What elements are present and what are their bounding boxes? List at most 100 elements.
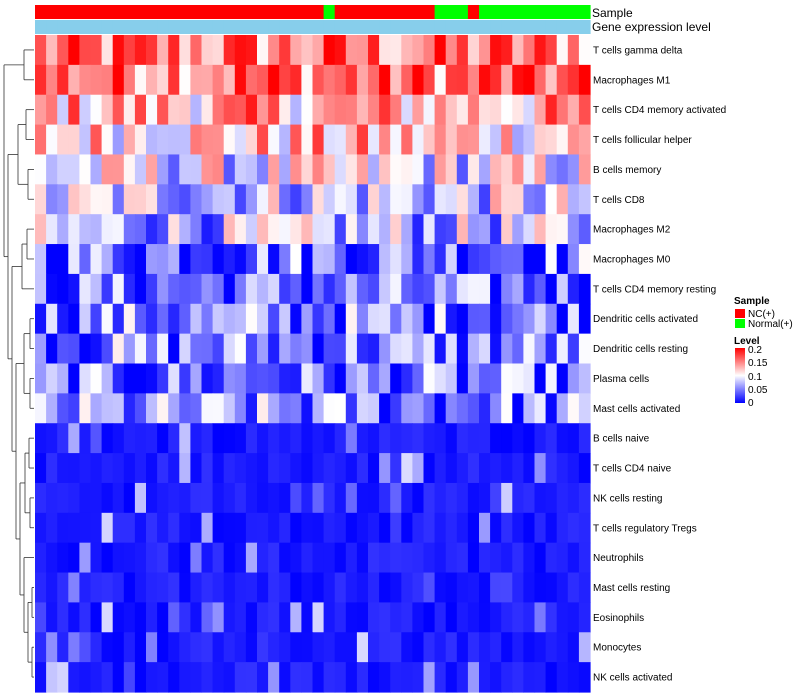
sample-annotation-cell (223, 5, 236, 19)
heatmap-cell (123, 64, 136, 96)
heatmap-cell (90, 542, 103, 574)
heatmap-cell (257, 214, 269, 245)
heatmap-cell (434, 154, 447, 185)
row-label: Dendritic cells activated (593, 314, 698, 325)
heatmap-cell (523, 423, 536, 454)
heatmap-cell (534, 273, 547, 305)
heatmap-cell (301, 64, 314, 96)
heatmap-cell (323, 423, 336, 454)
sample-annotation-cell (512, 5, 524, 19)
heatmap-cell (323, 393, 336, 424)
heatmap-cell (379, 453, 391, 484)
sample-annotation-cell (90, 5, 103, 19)
heatmap-cell (79, 333, 92, 365)
heatmap-cell (35, 94, 47, 126)
level-annotation-cell (46, 20, 58, 34)
heatmap-cell (279, 333, 291, 365)
heatmap-cell (479, 94, 491, 126)
heatmap-cell (323, 512, 336, 544)
heatmap-cell (345, 94, 358, 126)
heatmap-cell (423, 154, 436, 185)
heatmap-cell (268, 273, 280, 305)
heatmap-cell (301, 124, 314, 156)
sample-annotation-cell (456, 5, 469, 19)
heatmap-cell (279, 184, 291, 215)
sample-annotation-cell (345, 5, 358, 19)
sample-annotation-cell (501, 5, 513, 19)
heatmap-cell (567, 124, 580, 156)
heatmap-cell (534, 632, 547, 663)
heatmap-cell (146, 602, 158, 633)
heatmap-cell (123, 542, 136, 574)
level-annotation-cell (201, 20, 214, 34)
heatmap-cell (245, 64, 258, 96)
heatmap-cell (112, 184, 125, 215)
heatmap-cell (479, 453, 491, 484)
heatmap-cell (223, 423, 236, 454)
heatmap-cell (356, 124, 369, 156)
heatmap-cell (90, 244, 103, 275)
heatmap-cell (234, 363, 247, 394)
heatmap-cell (434, 184, 447, 215)
heatmap-cell (412, 393, 425, 424)
heatmap-cell (35, 303, 47, 335)
heatmap-cell (268, 35, 280, 66)
heatmap-cell (534, 214, 547, 245)
heatmap-cell (257, 602, 269, 633)
heatmap-cell (490, 393, 502, 424)
heatmap-cell (279, 244, 291, 275)
row-label: NK cells resting (593, 493, 662, 504)
heatmap-cell (234, 35, 247, 66)
heatmap-cell (456, 214, 469, 245)
heatmap-cell (479, 333, 491, 365)
heatmap-cell (501, 64, 513, 96)
heatmap-cell (35, 363, 47, 394)
heatmap-cell (301, 393, 314, 424)
heatmap-cell (101, 124, 114, 156)
heatmap-cell (46, 542, 58, 574)
heatmap-cell (390, 512, 402, 544)
heatmap-cell (212, 662, 225, 693)
heatmap-cell (456, 64, 469, 96)
heatmap-cell (501, 184, 513, 215)
heatmap-cell (290, 154, 302, 185)
heatmap-cell (190, 124, 203, 156)
sample-annotation-cell (401, 5, 413, 19)
heatmap-cell (46, 303, 58, 335)
heatmap-cell (467, 124, 480, 156)
heatmap-cell (168, 214, 180, 245)
heatmap-cell (268, 602, 280, 633)
heatmap-cell (168, 124, 180, 156)
heatmap-cell (46, 273, 58, 305)
heatmap-cell (168, 64, 180, 96)
heatmap-cell (556, 124, 569, 156)
level-annotation-cell (68, 20, 80, 34)
level-annotation-cell (356, 20, 369, 34)
heatmap-cell (312, 542, 325, 574)
heatmap-cell (57, 333, 69, 365)
heatmap-cell (157, 602, 169, 633)
heatmap-cell (179, 214, 191, 245)
heatmap-cell (245, 273, 258, 305)
heatmap-cell (334, 214, 347, 245)
row-label: T cells follicular helper (593, 135, 692, 146)
heatmap-cell (123, 273, 136, 305)
heatmap-cell (512, 423, 524, 454)
heatmap-cell (334, 453, 347, 484)
row-label: T cells CD4 memory activated (593, 105, 726, 116)
heatmap-cell (501, 244, 513, 275)
heatmap-cell (201, 512, 214, 544)
heatmap-cell (212, 423, 225, 454)
heatmap-cell (112, 154, 125, 185)
level-annotation-cell (345, 20, 358, 34)
heatmap-cell (467, 94, 480, 126)
sample-annotation-cell (390, 5, 402, 19)
heatmap-cell (257, 273, 269, 305)
heatmap-cell (401, 154, 413, 185)
heatmap-cell (268, 184, 280, 215)
heatmap-cell (467, 632, 480, 663)
heatmap-cell (434, 423, 447, 454)
heatmap-cell (79, 482, 92, 514)
heatmap-cell (212, 214, 225, 245)
heatmap-cell (134, 423, 147, 454)
